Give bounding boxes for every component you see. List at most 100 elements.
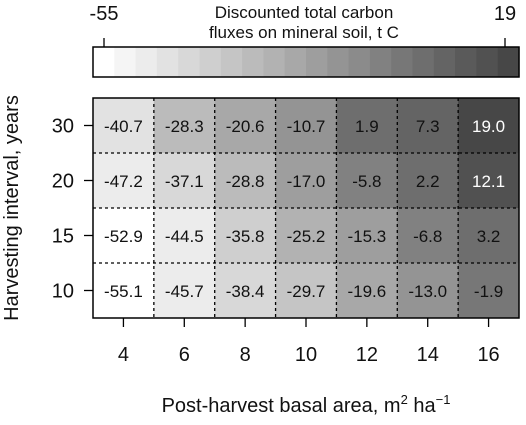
colorbar-swatch	[242, 47, 264, 77]
heatmap-cell	[336, 263, 398, 319]
x-tick-label: 16	[477, 344, 499, 366]
heatmap-cell	[397, 153, 459, 209]
heatmap-cell	[275, 208, 337, 264]
cell-value-label: -19.6	[347, 282, 386, 301]
cell-value-label: 12.1	[472, 172, 505, 191]
colorbar-swatch	[178, 47, 201, 77]
x-tick-label: 10	[295, 344, 317, 366]
grid-lines	[93, 98, 519, 318]
heatmap-cell	[93, 153, 155, 209]
colorbar-title-line1: Discounted total carbon	[215, 3, 394, 22]
heatmap-cell	[214, 263, 277, 319]
heatmap-cell	[93, 263, 155, 319]
cell-value-label: -45.7	[165, 282, 204, 301]
cell-value-label: -28.3	[165, 117, 204, 136]
colorbar-swatch	[412, 47, 435, 77]
heatmap-cell	[458, 98, 520, 154]
cell-value-label: 3.2	[477, 227, 501, 246]
x-tick-label: 6	[179, 344, 190, 366]
x-tick-label: 12	[356, 344, 378, 366]
heatmap-cell	[336, 153, 398, 209]
colorbar-swatch	[263, 47, 286, 77]
heatmap-cells	[93, 98, 520, 319]
colorbar-swatch	[93, 47, 115, 77]
colorbar-frame	[92, 46, 520, 78]
colorbar-swatch	[114, 47, 137, 77]
colorbar-swatch	[369, 47, 392, 77]
cell-value-label: -29.7	[287, 282, 326, 301]
heatmap-cell	[397, 263, 459, 319]
y-tick-label: 10	[52, 281, 74, 303]
cell-value-label: -55.1	[104, 282, 143, 301]
cell-value-label: -25.2	[287, 227, 326, 246]
cell-value-label: -17.0	[287, 172, 326, 191]
cell-value-label: -52.9	[104, 227, 143, 246]
x-tick-label: 4	[118, 344, 129, 366]
colorbar-swatch	[199, 47, 222, 77]
cell-value-label: -38.4	[226, 282, 265, 301]
cell-value-labels: -40.7 -28.3 -20.6 -10.7 1.9 7.3 19.0 -47.2 -37.1…	[104, 117, 505, 301]
heatmap-cell	[397, 98, 459, 154]
cell-value-label: -13.0	[408, 282, 447, 301]
colorbar-min-label: -55	[90, 3, 119, 25]
heatmap-cell	[275, 98, 337, 154]
cell-value-label: 2.2	[416, 172, 440, 191]
heatmap-cell	[93, 98, 155, 154]
cell-value-label: -5.8	[352, 172, 381, 191]
heatmap-cell	[214, 98, 277, 154]
heatmap-cell	[214, 153, 277, 209]
heatmap-cell	[153, 208, 216, 264]
cell-value-label: -20.6	[226, 117, 265, 136]
y-tick-label: 20	[52, 171, 74, 193]
cell-value-label: 1.9	[355, 117, 379, 136]
x-axis-label-sup2: −1	[436, 392, 451, 407]
x-tick-label: 8	[240, 344, 251, 366]
colorbar-swatch	[327, 47, 350, 77]
x-axis-ticks: 4 6 8 10 12 14 16	[118, 318, 500, 366]
heatmap-cell	[153, 98, 216, 154]
colorbar-swatch	[476, 47, 499, 77]
heatmap-cell	[93, 208, 155, 264]
heatmap-cell	[397, 208, 459, 264]
y-axis-label: Harvesting interval, years	[1, 95, 23, 321]
heatmap-cell	[458, 153, 520, 209]
colorbar-swatch	[391, 47, 414, 77]
colorbar-swatch	[284, 47, 307, 77]
colorbar-swatch	[497, 47, 520, 77]
cell-value-label: -35.8	[226, 227, 265, 246]
cell-value-label: -47.2	[104, 172, 143, 191]
colorbar-swatch	[220, 47, 243, 77]
y-tick-label: 15	[52, 226, 74, 248]
heatmap-cell	[336, 98, 398, 154]
heatmap-cell	[153, 263, 216, 319]
cell-value-label: -6.8	[413, 227, 442, 246]
cell-value-label: -40.7	[104, 117, 143, 136]
colorbar-max-label: 19	[494, 3, 516, 25]
x-axis-label-main: Post-harvest basal area, m	[162, 395, 401, 417]
cell-value-label: -10.7	[287, 117, 326, 136]
heatmap-cell	[214, 208, 277, 264]
cell-value-label: -28.8	[226, 172, 265, 191]
heatmap-cell	[336, 208, 398, 264]
colorbar-swatch	[156, 47, 179, 77]
heatmap-cell	[275, 263, 337, 319]
colorbar-swatch	[433, 47, 456, 77]
heatmap-cell	[458, 263, 520, 319]
colorbar-title-line2: fluxes on mineral soil, t C	[209, 23, 399, 42]
heatmap-cell	[458, 208, 520, 264]
x-axis-label-sup1: 2	[401, 392, 408, 407]
x-axis-label-mid: ha	[408, 395, 437, 417]
cell-value-label: -1.9	[474, 282, 503, 301]
cell-value-label: 7.3	[416, 117, 440, 136]
cell-value-label: -44.5	[165, 227, 204, 246]
heatmap-cell	[153, 153, 216, 209]
heatmap-cell	[275, 153, 337, 209]
cell-value-label: -37.1	[165, 172, 204, 191]
colorbar: -55 19 Discounted total carbon fluxes on…	[90, 3, 520, 78]
x-axis-label: Post-harvest basal area, m2 ha−1	[162, 392, 451, 417]
y-axis-ticks: 30 20 15 10	[52, 116, 93, 303]
colorbar-swatch	[348, 47, 371, 77]
cell-value-label: 19.0	[472, 117, 505, 136]
